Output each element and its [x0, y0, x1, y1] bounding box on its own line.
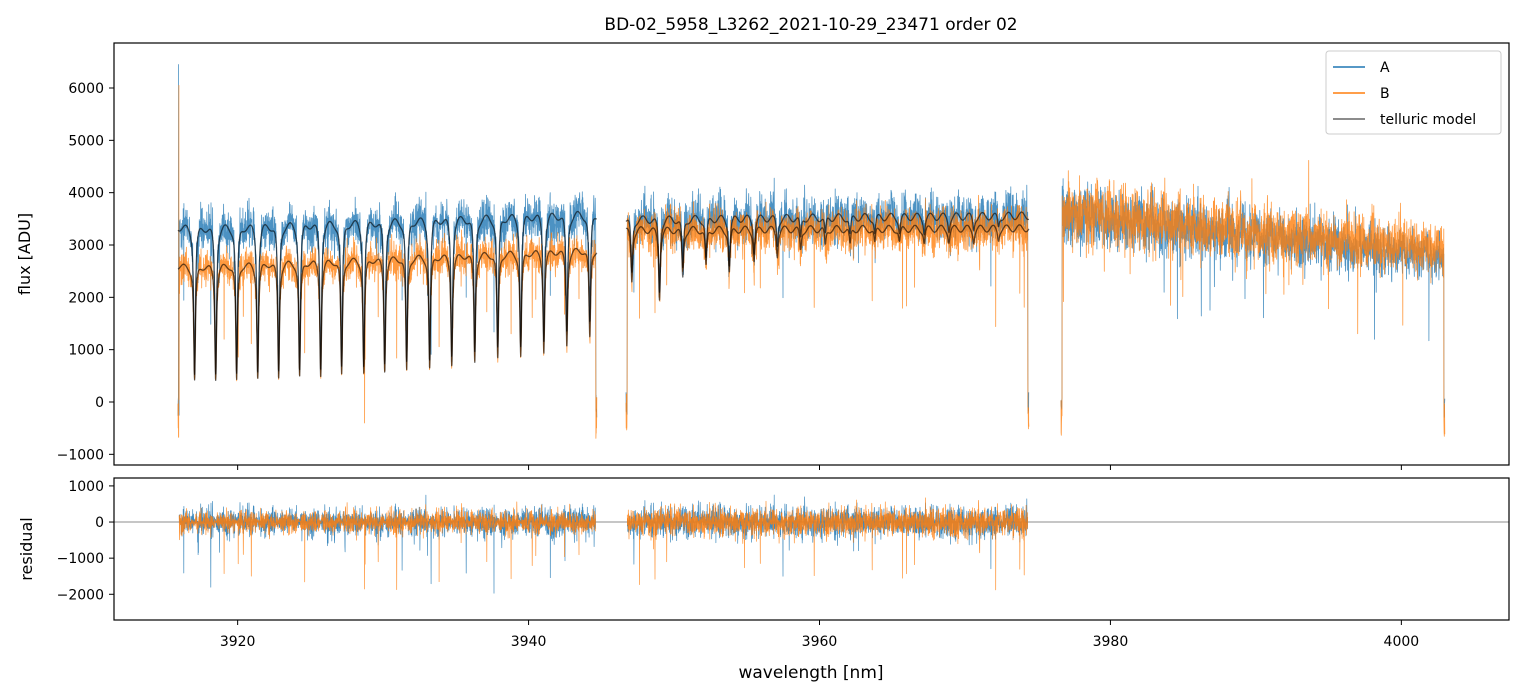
- x-axis-label: wavelength [nm]: [738, 663, 883, 683]
- x-tick-label: 3920: [220, 634, 256, 650]
- legend: A B telluric model: [1325, 50, 1502, 135]
- series-b-residual-line: [626, 497, 1029, 591]
- residual-ytick-label: 1000: [68, 479, 104, 495]
- residual-ylabel: residual: [17, 517, 36, 580]
- flux-ytick-label: 1000: [68, 343, 104, 359]
- series-a-flux-line: [177, 64, 598, 418]
- series-b-flux-line: [1060, 159, 1446, 437]
- x-tick-label: 3960: [802, 634, 838, 650]
- flux-ytick-label: 4000: [68, 186, 104, 202]
- flux-axes-frame: [113, 42, 1510, 466]
- series-b-flux-line: [177, 85, 598, 439]
- residual-panel: [114, 494, 1509, 594]
- flux-ytick-label: 0: [95, 395, 104, 411]
- chart-title: BD-02_5958_L3262_2021-10-29_23471 order …: [604, 15, 1017, 35]
- residual-ytick-label: −1000: [57, 551, 104, 567]
- x-tick-label: 3940: [511, 634, 547, 650]
- series-b-flux-line: [625, 194, 1030, 431]
- flux-ytick-label: −1000: [57, 447, 104, 463]
- flux-ytick-label: 6000: [68, 81, 104, 97]
- legend-label-model: telluric model: [1380, 112, 1476, 128]
- residual-ytick-label: 0: [95, 515, 104, 531]
- x-tick-label: 4000: [1384, 634, 1420, 650]
- residual-ytick-label: −2000: [57, 587, 104, 603]
- flux-panel: [177, 64, 1446, 439]
- flux-ytick-label: 2000: [68, 290, 104, 306]
- flux-ytick-label: 3000: [68, 238, 104, 254]
- x-tick-label: 3980: [1093, 634, 1129, 650]
- telluric-model-a-line: [625, 211, 1030, 293]
- legend-label-a: A: [1380, 60, 1390, 76]
- legend-label-b: B: [1380, 86, 1390, 102]
- telluric-model-a-line: [177, 210, 598, 375]
- flux-ylabel: flux [ADU]: [15, 213, 34, 295]
- residual-axes-frame: [113, 477, 1510, 621]
- telluric-model-b-line: [625, 224, 1030, 301]
- flux-ytick-label: 5000: [68, 133, 104, 149]
- series-b-residual-line: [178, 501, 597, 590]
- legend-box: [1325, 50, 1502, 135]
- telluric-model-b-line: [177, 247, 598, 382]
